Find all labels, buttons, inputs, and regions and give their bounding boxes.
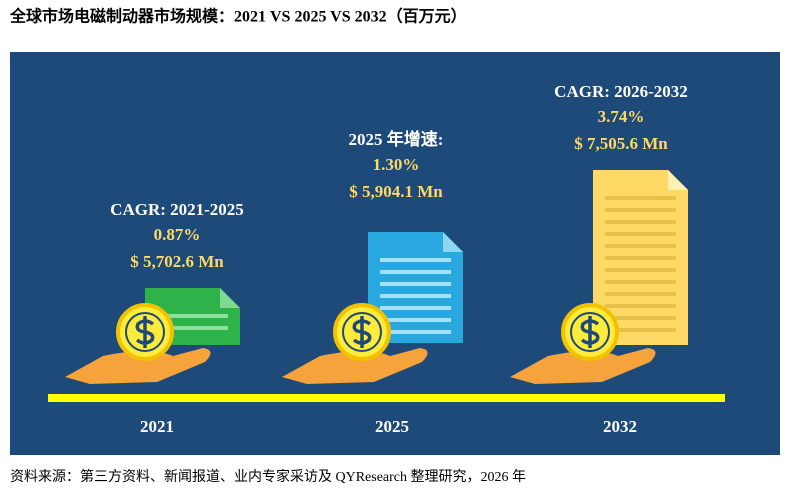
dollar-icon	[352, 316, 372, 348]
hand	[65, 348, 211, 384]
title: 全球市场电磁制动器市场规模：2021 VS 2025 VS 2032（百万元）	[9, 7, 467, 26]
document-fold	[668, 170, 688, 190]
source: 资料来源：第三方资料、新闻报道、业内专家采访及 QYResearch 整理研究，…	[10, 468, 526, 485]
document-fold	[220, 288, 240, 308]
year-label: 2021	[140, 417, 174, 436]
hand	[510, 348, 656, 384]
growth-label: 2025 年增速:	[349, 129, 444, 149]
market-size: $ 5,702.6 Mn	[130, 252, 224, 271]
year-label: 2025	[375, 417, 409, 436]
year-label: 2032	[603, 417, 637, 436]
dollar-icon	[135, 316, 155, 348]
coin-inner	[125, 312, 165, 352]
dollar-icon	[580, 316, 600, 348]
hand	[282, 348, 428, 384]
growth-rate: 0.87%	[154, 225, 201, 244]
growth-label: CAGR: 2026-2032	[554, 82, 688, 101]
growth-rate: 3.74%	[598, 107, 645, 126]
coin-inner	[342, 312, 382, 352]
market-size: $ 5,904.1 Mn	[349, 182, 443, 201]
market-size: $ 7,505.6 Mn	[574, 134, 668, 153]
document-fold	[443, 232, 463, 252]
growth-label: CAGR: 2021-2025	[110, 200, 244, 219]
coin-inner	[570, 312, 610, 352]
baseline-bar	[48, 394, 725, 402]
growth-rate: 1.30%	[373, 155, 420, 174]
